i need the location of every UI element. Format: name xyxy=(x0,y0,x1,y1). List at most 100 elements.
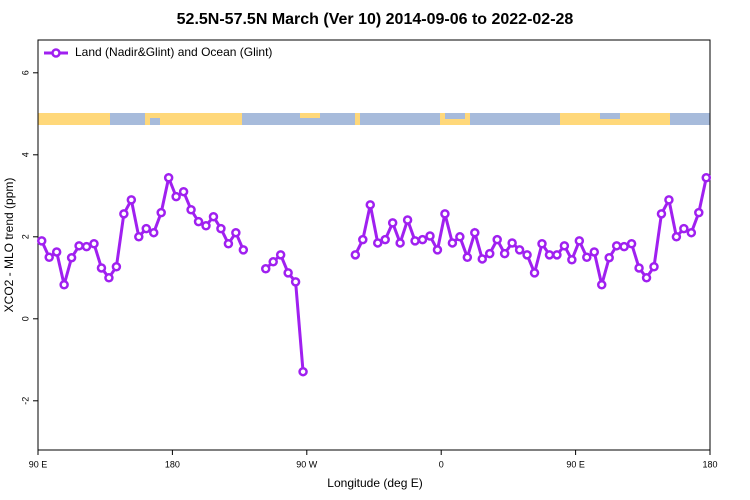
data-point xyxy=(544,250,555,260)
data-point xyxy=(104,273,114,283)
data-point xyxy=(432,245,443,255)
y-tick-label: 4 xyxy=(20,152,30,157)
data-point xyxy=(89,239,99,249)
data-point xyxy=(462,252,473,263)
data-point xyxy=(589,247,600,257)
data-point xyxy=(701,173,712,183)
x-axis-label: Longitude (deg E) xyxy=(327,476,422,490)
data-point xyxy=(201,220,211,231)
x-tick-label: 0 xyxy=(439,459,444,469)
data-point xyxy=(679,223,689,234)
data-point xyxy=(178,186,189,197)
x-tick-label: 180 xyxy=(702,459,717,469)
data-point xyxy=(492,234,502,245)
data-point xyxy=(358,234,368,245)
data-point xyxy=(81,241,92,252)
data-point xyxy=(626,239,637,249)
data-point xyxy=(455,232,465,242)
land-ocean-strip xyxy=(38,113,710,125)
data-point xyxy=(238,245,249,255)
x-tick-label: 180 xyxy=(165,459,180,469)
data-point xyxy=(231,227,241,238)
data-point xyxy=(44,252,54,263)
data-point xyxy=(447,238,458,248)
y-tick-label: 6 xyxy=(20,70,30,75)
data-point xyxy=(574,236,585,246)
data-point xyxy=(74,241,84,251)
data-point xyxy=(582,252,592,263)
data-point xyxy=(387,218,398,228)
y-axis-label: XCO2 - MLO trend (ppm) xyxy=(2,178,16,313)
data-point xyxy=(417,234,428,245)
data-point xyxy=(134,232,144,242)
x-tick-label: 90 E xyxy=(29,459,48,469)
data-point xyxy=(514,245,525,255)
legend-label: Land (Nadir&Glint) and Ocean (Glint) xyxy=(75,45,272,59)
data-point xyxy=(156,207,166,218)
data-point xyxy=(275,250,286,260)
data-point xyxy=(604,252,614,263)
plot-frame xyxy=(37,39,711,451)
data-point xyxy=(171,191,181,202)
data-point xyxy=(537,239,547,249)
data-point xyxy=(552,250,562,260)
x-tick-label: 90 W xyxy=(296,459,318,469)
data-point xyxy=(372,238,383,248)
data-point xyxy=(141,223,152,234)
data-point xyxy=(208,211,219,222)
data-point xyxy=(216,223,226,234)
data-point xyxy=(611,241,622,251)
x-tick-label: 90 E xyxy=(566,459,585,469)
data-point xyxy=(440,209,450,219)
data-point xyxy=(59,280,69,290)
data-point xyxy=(410,236,420,246)
data-point xyxy=(223,239,234,249)
data-point xyxy=(126,195,137,205)
data-point xyxy=(634,263,644,273)
data-point xyxy=(641,273,652,283)
data-point xyxy=(66,252,77,263)
data-point xyxy=(148,227,159,238)
data-point xyxy=(186,204,196,215)
data-point xyxy=(596,280,607,290)
data-point xyxy=(671,232,682,242)
data-point xyxy=(499,248,510,259)
data-point xyxy=(559,241,570,251)
data-point xyxy=(507,238,517,248)
y-tick-label: 2 xyxy=(20,234,30,239)
data-point xyxy=(260,264,271,274)
data-point xyxy=(283,268,293,278)
data-point xyxy=(350,250,361,260)
data-point xyxy=(119,209,129,219)
series-line xyxy=(40,172,245,286)
legend-marker xyxy=(51,48,61,58)
data-point xyxy=(686,227,697,238)
y-tick-label: 0 xyxy=(20,316,30,321)
data-point xyxy=(36,236,47,246)
data-point xyxy=(694,207,704,218)
y-tick-label: -2 xyxy=(20,397,30,405)
data-point xyxy=(365,200,376,210)
data-point xyxy=(425,231,435,241)
data-point xyxy=(402,215,413,225)
data-point xyxy=(477,254,488,264)
data-point xyxy=(567,255,577,265)
data-point xyxy=(522,250,532,260)
data-point xyxy=(96,263,107,273)
data-point xyxy=(656,209,667,219)
data-point xyxy=(51,247,62,257)
chart-title: 52.5N-57.5N March (Ver 10) 2014-09-06 to… xyxy=(177,11,574,28)
data-point xyxy=(111,261,122,272)
data-point xyxy=(298,366,308,377)
data-point xyxy=(529,268,540,278)
data-point xyxy=(290,277,301,287)
data-point xyxy=(163,173,174,183)
data-point xyxy=(649,261,659,272)
data-point xyxy=(395,238,405,248)
data-point xyxy=(193,216,204,227)
data-point xyxy=(380,234,390,245)
data-point xyxy=(470,227,480,238)
data-point xyxy=(484,248,495,259)
data-point xyxy=(664,195,674,205)
